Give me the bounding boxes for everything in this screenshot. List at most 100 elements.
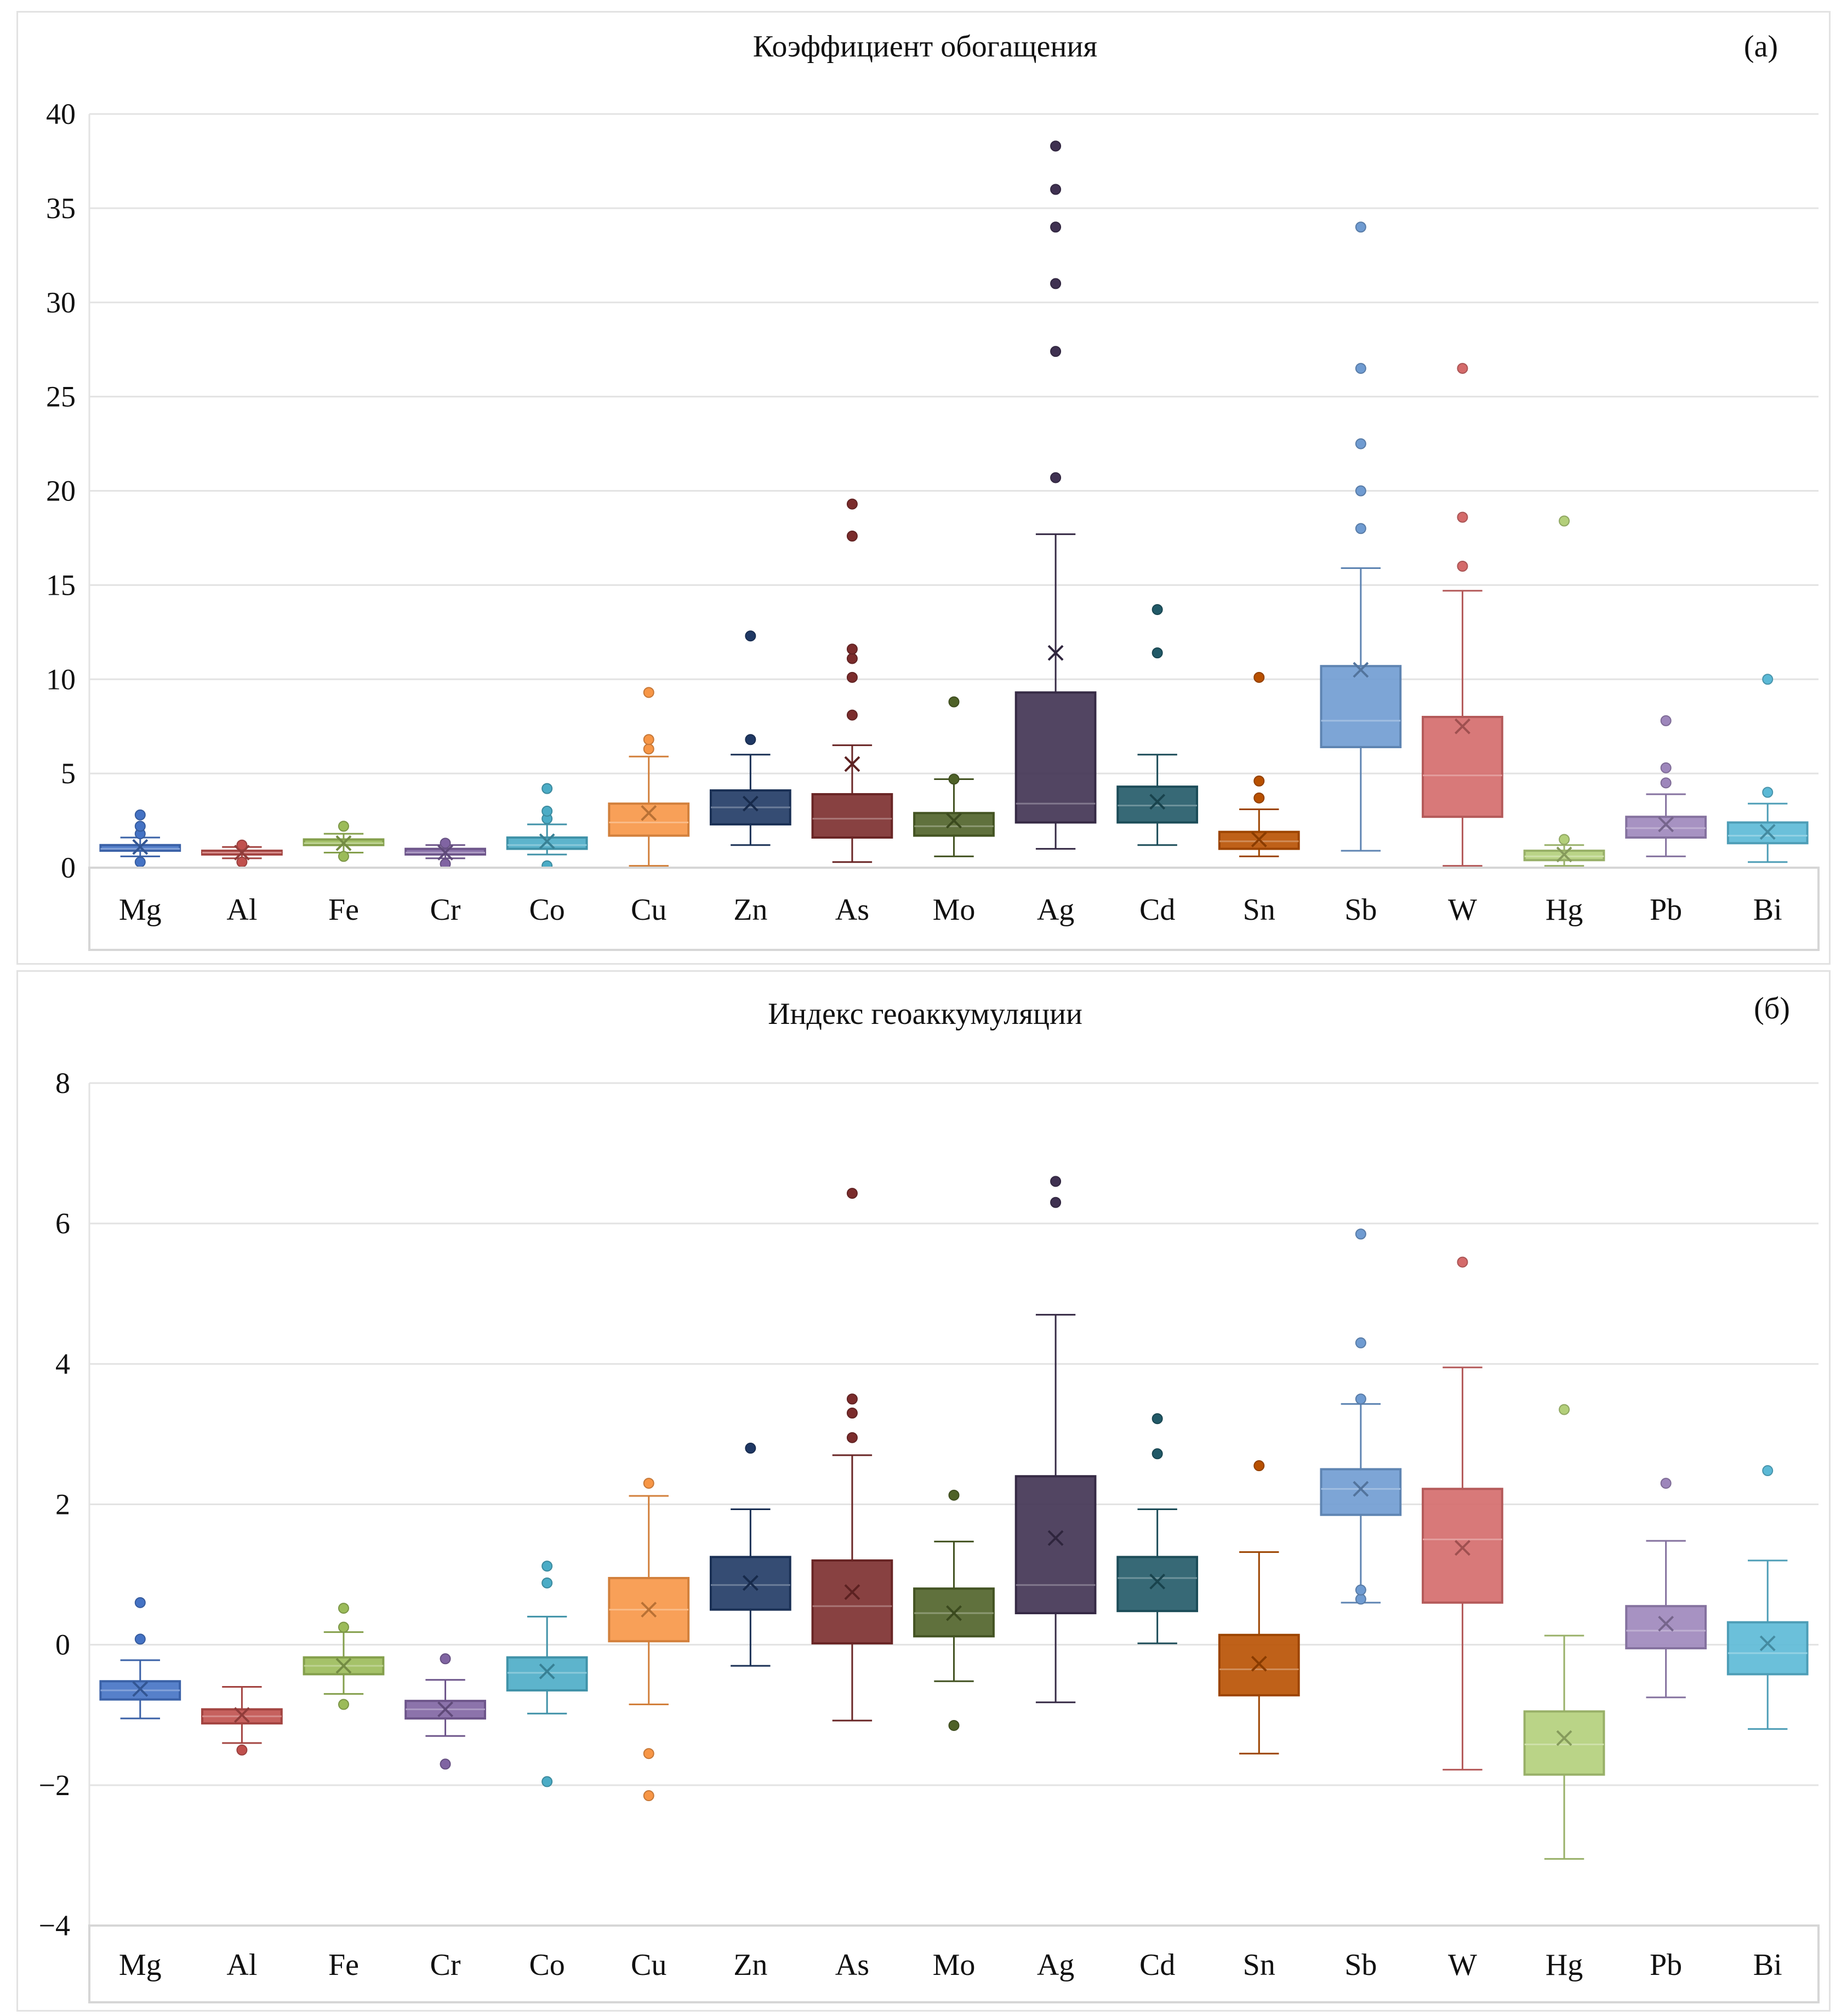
outlier-point	[1050, 346, 1062, 357]
box-iqr	[608, 802, 690, 837]
category-label: Cr	[430, 1948, 461, 1982]
chart-title: Коэффициент обогащения	[753, 30, 1097, 64]
outlier-point	[846, 531, 858, 542]
mean-marker	[335, 835, 352, 851]
y-tick-label: 0	[61, 851, 76, 884]
box-sb	[1320, 221, 1402, 852]
category-axis-frame	[88, 1924, 1820, 2003]
box-hg	[1523, 515, 1605, 867]
outlier-point	[134, 821, 146, 832]
outlier-point	[846, 709, 858, 721]
outlier-point	[1253, 671, 1265, 683]
outlier-point	[1559, 1404, 1570, 1415]
outlier-point	[1457, 511, 1468, 523]
mean-marker	[844, 756, 860, 772]
outlier-point	[1050, 472, 1062, 483]
box-pb	[1625, 1478, 1707, 1699]
mean-marker	[641, 805, 657, 821]
outlier-point	[236, 839, 248, 851]
y-tick-label: 15	[46, 568, 76, 601]
mean-marker	[946, 812, 962, 829]
category-axis-frame	[88, 867, 1820, 951]
box-cd	[1116, 604, 1199, 846]
outlier-point	[643, 743, 654, 755]
mean-marker	[1759, 824, 1776, 840]
category-label: Al	[226, 893, 257, 927]
mean-marker	[1047, 645, 1064, 661]
category-label: Zn	[733, 1948, 767, 1982]
mean-marker	[1759, 1635, 1776, 1651]
outlier-point	[643, 1748, 654, 1759]
category-label: Sb	[1344, 1948, 1377, 1982]
panel-label: (б)	[1754, 992, 1790, 1026]
outlier-point	[1253, 792, 1265, 804]
box-iqr	[506, 836, 588, 850]
mean-marker	[1353, 662, 1369, 678]
mean-marker	[1658, 1615, 1674, 1632]
outlier-point	[1050, 184, 1062, 195]
mean-marker	[437, 845, 453, 861]
category-label: Mo	[933, 893, 976, 927]
y-tick-label: 4	[55, 1347, 70, 1380]
mean-marker	[1251, 1655, 1267, 1672]
box-sb	[1320, 1228, 1402, 1605]
chart-title: Индекс геоаккумуляции	[768, 997, 1082, 1031]
mean-marker	[539, 1663, 555, 1679]
outlier-point	[541, 1577, 553, 1588]
outlier-point	[1253, 1460, 1265, 1472]
box-al	[201, 839, 283, 868]
box-iqr	[811, 1559, 893, 1645]
outlier-point	[541, 805, 553, 817]
y-tick-label: 25	[46, 380, 76, 413]
outlier-point	[1355, 1228, 1366, 1240]
mean-marker	[335, 1658, 352, 1674]
mean-marker	[946, 1605, 962, 1621]
outlier-point	[1355, 1337, 1366, 1348]
box-ag	[1014, 140, 1097, 850]
chart-panel-geoaccumulation: Индекс геоаккумуляции (б) −4 −2 0 2 4 6 8 Mg Al…	[16, 970, 1831, 2012]
box-iqr	[811, 793, 893, 839]
outlier-point	[1050, 140, 1062, 152]
y-tick-label: 30	[46, 286, 76, 319]
outlier-point	[1660, 777, 1672, 789]
outlier-point	[134, 1597, 146, 1608]
outlier-point	[1151, 604, 1163, 616]
outlier-point	[1050, 221, 1062, 233]
mean-marker	[132, 1681, 149, 1697]
box-pb	[1625, 715, 1707, 857]
mean-marker	[1658, 816, 1674, 833]
box-ag	[1014, 1176, 1097, 1704]
category-label: As	[835, 893, 869, 927]
category-label: Hg	[1546, 893, 1583, 927]
y-tick-label: 0	[55, 1628, 70, 1661]
outlier-point	[846, 1188, 858, 1199]
category-label: Fe	[328, 893, 359, 927]
category-label: As	[835, 1948, 869, 1982]
outlier-point	[846, 671, 858, 683]
mean-marker	[1455, 718, 1470, 734]
outlier-point	[1151, 1413, 1163, 1425]
outlier-point	[643, 1478, 654, 1489]
mean-marker	[1455, 1540, 1470, 1556]
box-as	[811, 498, 893, 863]
box-cr	[404, 1653, 486, 1770]
mean-marker	[437, 1701, 453, 1717]
category-label: Mg	[119, 1948, 162, 1982]
box-iqr	[1625, 1605, 1707, 1650]
box-mo	[913, 1489, 995, 1731]
y-tick-label: 35	[46, 192, 76, 225]
y-tick-label: 6	[55, 1207, 70, 1240]
outlier-point	[948, 1489, 960, 1501]
category-label: Sb	[1344, 893, 1377, 927]
y-tick-label: 8	[55, 1067, 70, 1100]
outlier-point	[1762, 674, 1774, 685]
category-label: Co	[529, 1948, 565, 1982]
outlier-point	[1355, 363, 1366, 374]
outlier-point	[338, 851, 349, 862]
y-tick-label: −2	[39, 1769, 70, 1802]
category-label: Co	[529, 893, 565, 927]
outlier-point	[1355, 438, 1366, 449]
outlier-point	[440, 1758, 451, 1770]
y-tick-label: 20	[46, 475, 76, 508]
box-al	[201, 1686, 283, 1756]
